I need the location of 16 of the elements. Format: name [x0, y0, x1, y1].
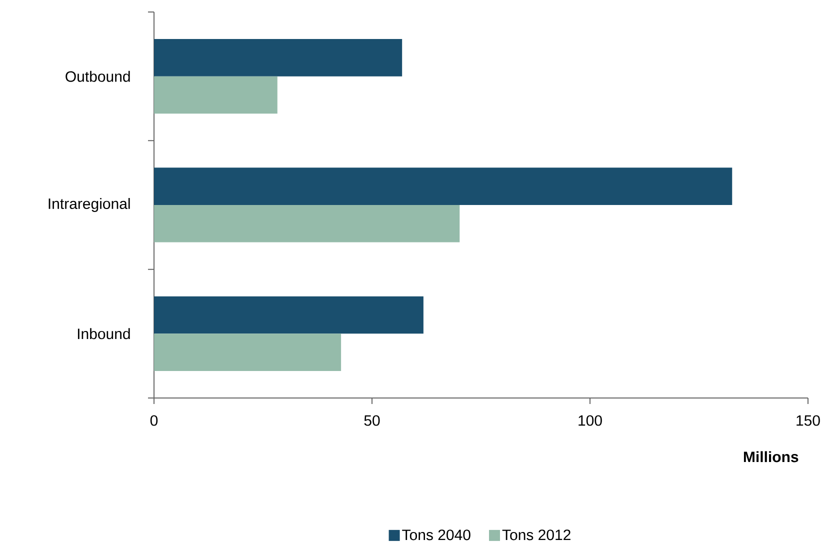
bar [154, 168, 732, 205]
bar [154, 205, 460, 242]
bar [154, 334, 342, 371]
legend-label: Tons 2012 [502, 530, 570, 540]
x-tick-label: 50 [364, 415, 380, 426]
bar [154, 76, 278, 114]
x-tick-label: 100 [578, 415, 602, 426]
bar [154, 296, 424, 334]
x-axis-title: Millions [744, 451, 798, 462]
y-tick-label: Inbound [78, 328, 130, 340]
y-tick-label: Outbound [66, 70, 130, 82]
legend-label: Tons 2040 [402, 530, 470, 540]
y-tick-label: Intraregional [48, 198, 130, 212]
x-tick-label: 0 [150, 415, 158, 426]
bar [154, 39, 402, 76]
x-tick-label: 150 [796, 415, 820, 426]
